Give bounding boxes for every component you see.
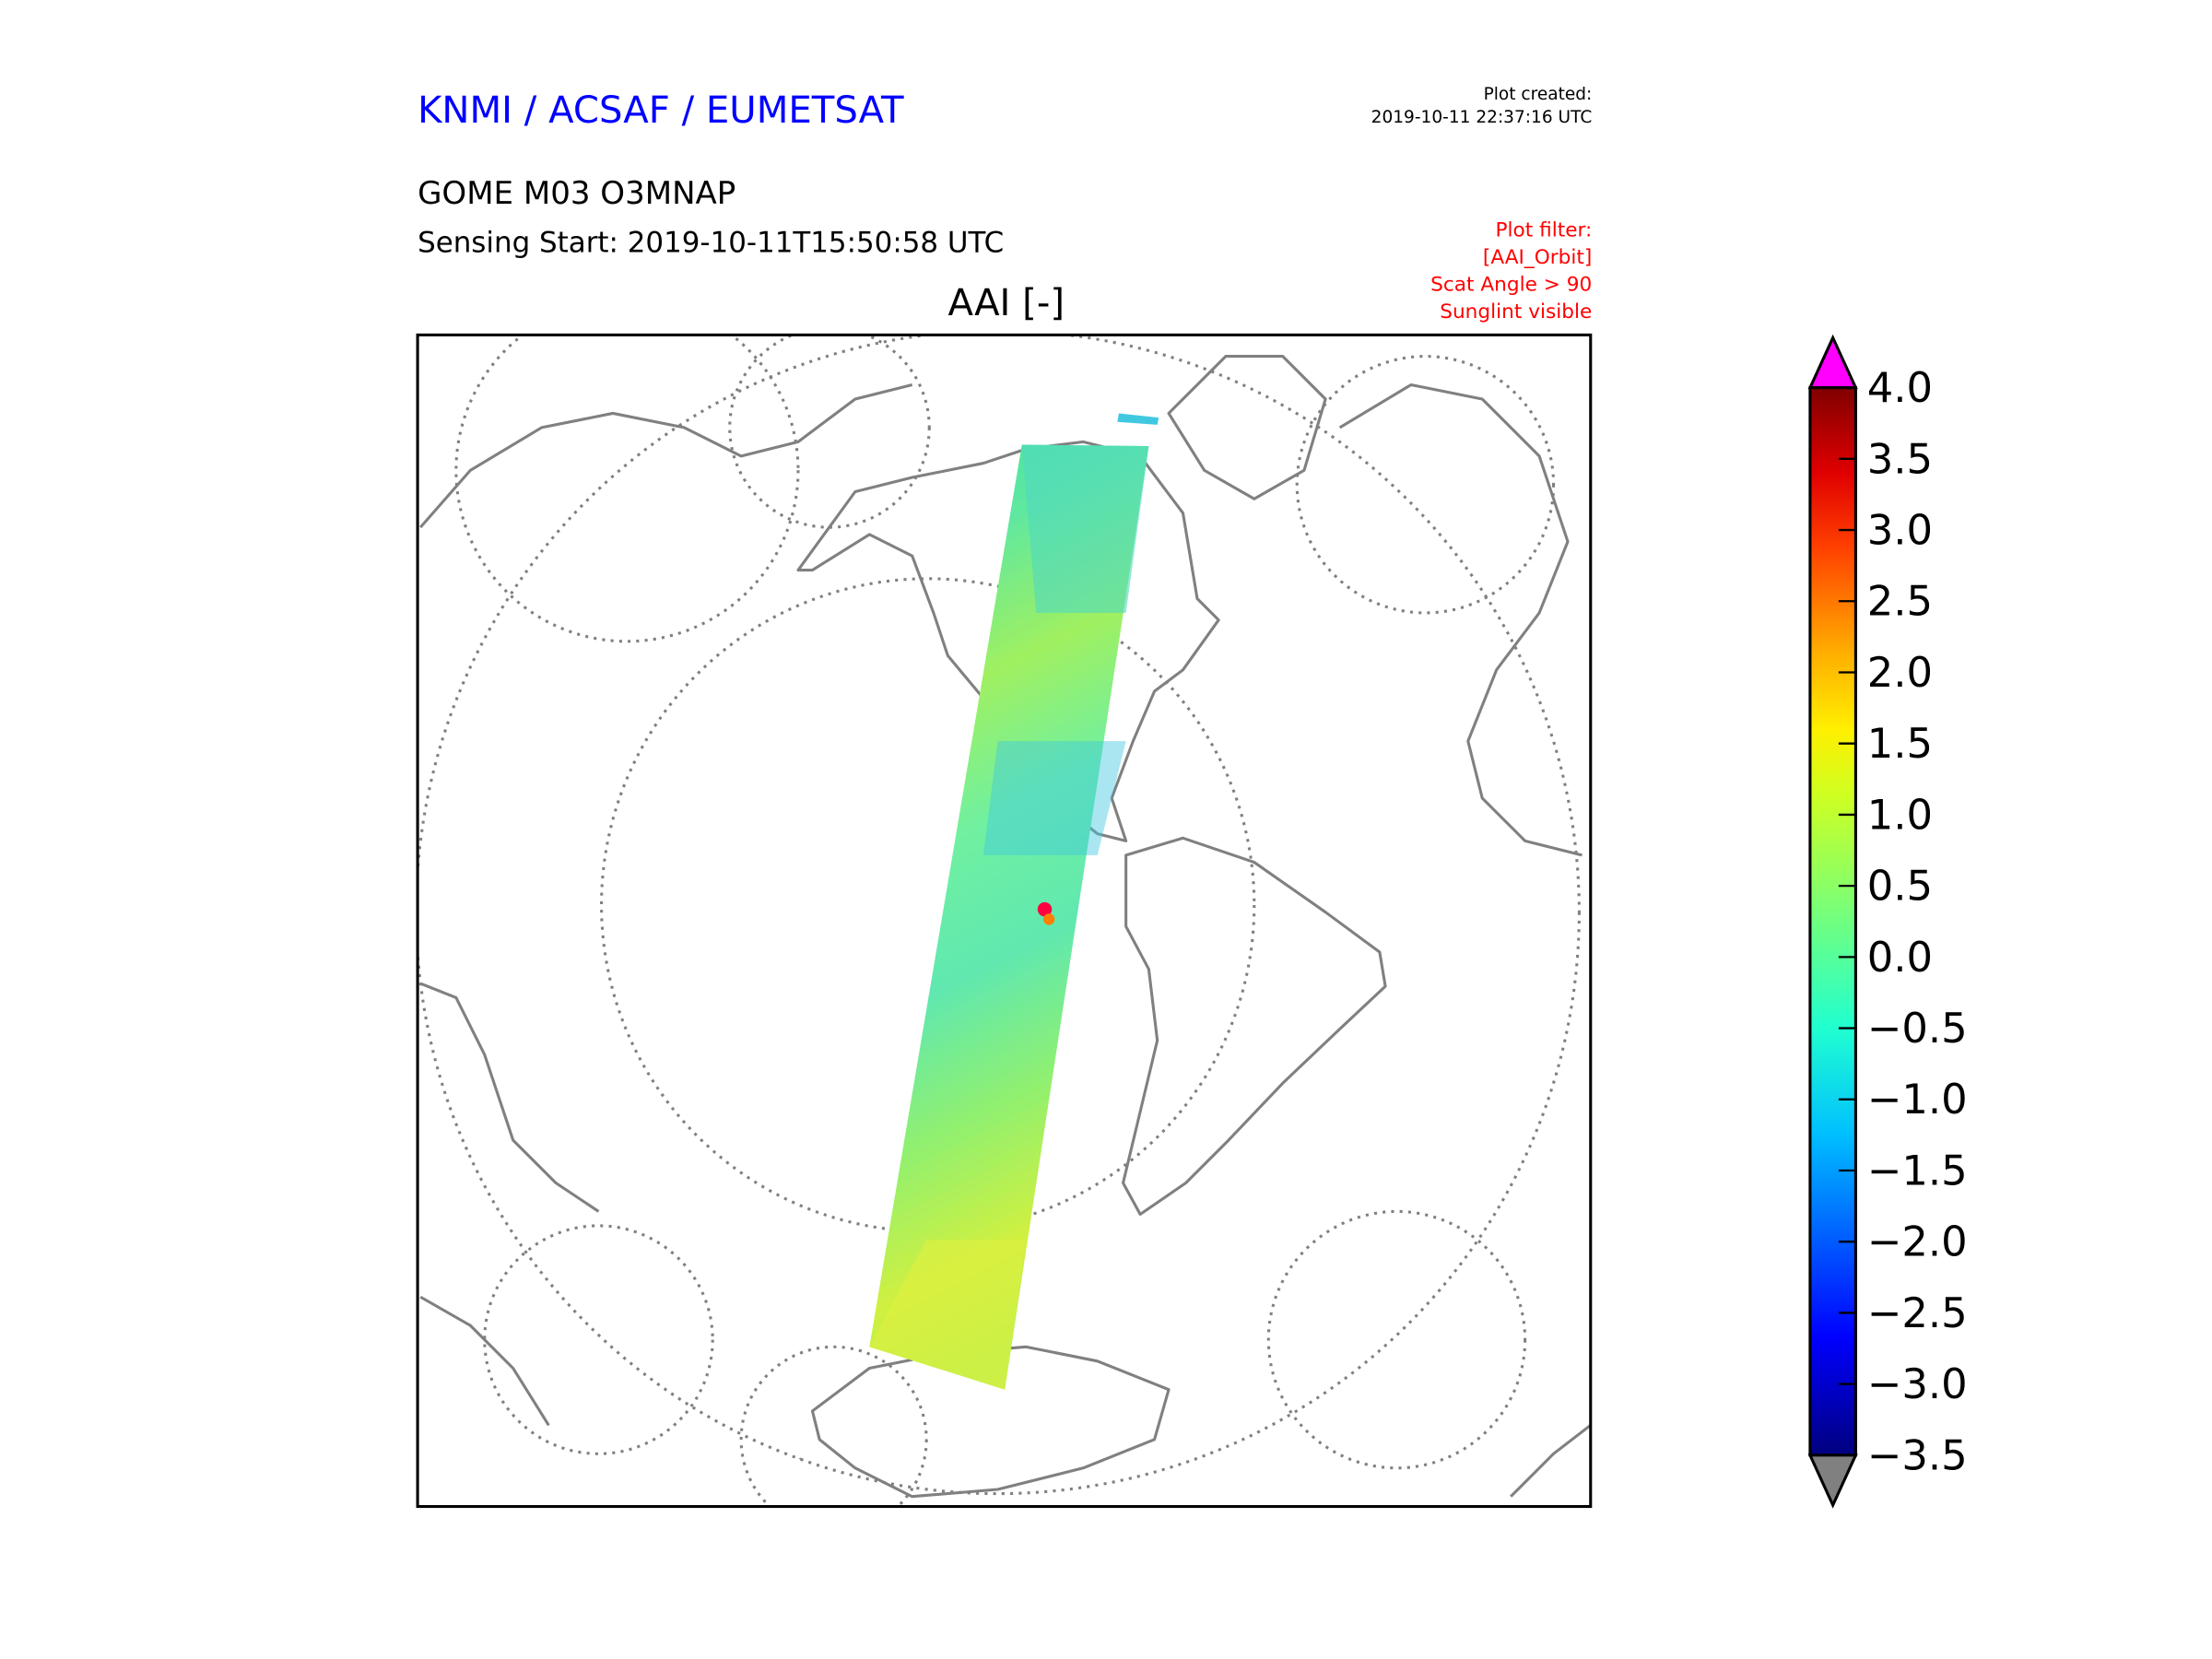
filter-line: Sunglint visible xyxy=(1440,300,1592,324)
organization-title: KNMI / ACSAF / EUMETSAT xyxy=(418,89,904,132)
colorbar-tick-label: −2.5 xyxy=(1867,1288,1968,1337)
colorbar-tick-label: 0.5 xyxy=(1867,862,1933,911)
plot-filter: Plot filter: [AAI_Orbit] Scat Angle > 90… xyxy=(1430,219,1592,324)
colorbar-tick-label: 2.5 xyxy=(1867,577,1933,626)
aai-hotspot xyxy=(1037,901,1053,917)
asia-coastline xyxy=(419,383,913,529)
colorbar-tick-label: −1.0 xyxy=(1867,1075,1968,1124)
filter-line: Plot filter: xyxy=(1495,219,1592,242)
colorbar-tick-label: 3.5 xyxy=(1867,434,1933,483)
africa-coastline xyxy=(1510,1424,1591,1498)
colorbar-tick-label: 2.0 xyxy=(1867,648,1933,697)
colorbar-tick-label: −2.0 xyxy=(1867,1218,1968,1266)
map-frame xyxy=(416,333,1593,1509)
colorbar: 4.0 3.5 3.0 2.5 2.0 1.5 1.0 0.5 0.0 −0.5 −1.0 −1.5 −… xyxy=(1807,334,1968,1509)
colorbar-tick-label: 1.0 xyxy=(1867,790,1933,839)
colorbar-tick-label: 4.0 xyxy=(1867,363,1933,412)
colorbar-tick-label: −3.0 xyxy=(1867,1359,1968,1408)
colorbar-tick-label: 3.0 xyxy=(1867,506,1933,555)
filter-line: Scat Angle > 90 xyxy=(1430,273,1592,296)
europe-coastline xyxy=(1338,382,1583,857)
colorbar-bar xyxy=(1808,386,1857,1457)
colorbar-tick-label: 1.5 xyxy=(1867,719,1933,768)
filter-line: [AAI_Orbit] xyxy=(1483,246,1592,269)
colorbar-tick-label: −3.5 xyxy=(1867,1430,1968,1479)
colorbar-tick-label: −1.5 xyxy=(1867,1146,1968,1194)
plot-title: AAI [-] xyxy=(947,282,1065,324)
pacific-islands-coastline xyxy=(419,982,600,1427)
map-area[interactable] xyxy=(417,300,1591,1533)
aai-swath[interactable] xyxy=(869,413,1159,1390)
colorbar-tick-label: 0.0 xyxy=(1867,933,1933,982)
product-title: GOME M03 O3MNAP xyxy=(418,175,735,212)
plot-created-label: Plot created: xyxy=(1484,85,1593,104)
greenland-coastline xyxy=(1167,355,1327,500)
colorbar-over-extend xyxy=(1807,334,1858,390)
colorbar-under-extend xyxy=(1807,1453,1858,1509)
plot-created-time: 2019-10-11 22:37:16 UTC xyxy=(1371,108,1593,127)
colorbar-tick-label: −0.5 xyxy=(1867,1004,1968,1053)
south-america-coastline xyxy=(1122,836,1387,1217)
sensing-start: Sensing Start: 2019-10-11T15:50:58 UTC xyxy=(418,227,1004,260)
